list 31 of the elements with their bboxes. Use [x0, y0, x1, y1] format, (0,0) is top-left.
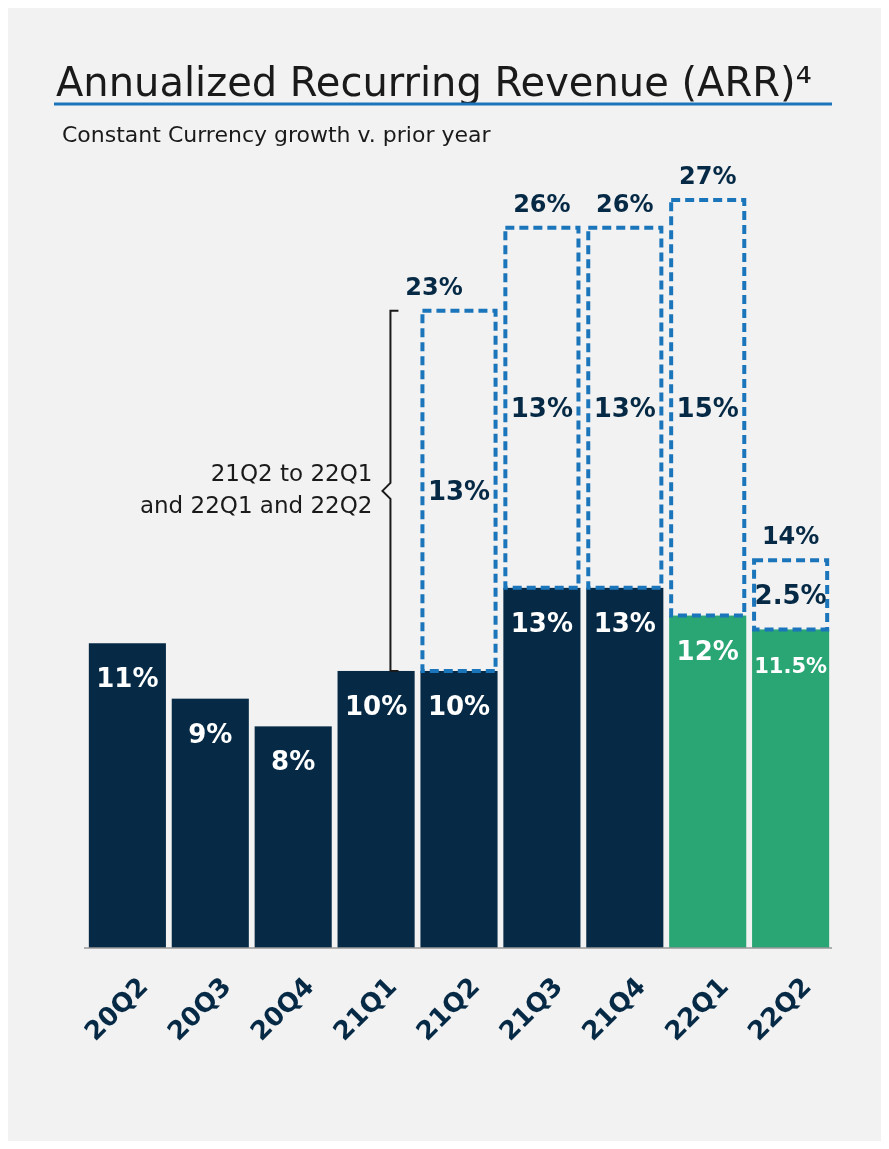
- data-label: 11%: [96, 663, 159, 694]
- total-label: 14%: [761, 522, 820, 551]
- bar: [503, 587, 581, 948]
- total-label: 23%: [405, 272, 463, 301]
- total-label: 26%: [513, 189, 571, 218]
- data-label: 11.5%: [754, 654, 828, 679]
- data-label: 10%: [344, 690, 408, 721]
- data-label: 13%: [427, 475, 491, 506]
- data-label: 13%: [510, 392, 574, 423]
- annotation: 21Q2 to 22Q1 and 22Q1 and 22Q2: [139, 459, 373, 518]
- bar: [669, 615, 747, 948]
- bar: [171, 698, 249, 948]
- bar: [420, 670, 498, 948]
- bar: [586, 587, 664, 948]
- data-label: 10%: [427, 690, 491, 721]
- data-label: 13%: [593, 392, 656, 423]
- data-label: 2.5%: [754, 579, 827, 610]
- data-label: 15%: [676, 392, 739, 423]
- data-label: 12%: [676, 635, 739, 666]
- chart-subtitle: Constant Currency growth v. prior year: [62, 122, 492, 147]
- bar: [254, 726, 332, 948]
- bar: [88, 643, 166, 948]
- total-label: 27%: [678, 162, 737, 190]
- data-label: 13%: [593, 607, 656, 638]
- total-label: 26%: [596, 189, 654, 218]
- data-label: 9%: [188, 718, 233, 749]
- data-label: 8%: [271, 746, 316, 777]
- data-label: 13%: [510, 607, 574, 638]
- bar: [337, 670, 415, 948]
- chart-title: Annualized Recurring Revenue (ARR)⁴: [56, 59, 812, 105]
- bar: [752, 629, 830, 948]
